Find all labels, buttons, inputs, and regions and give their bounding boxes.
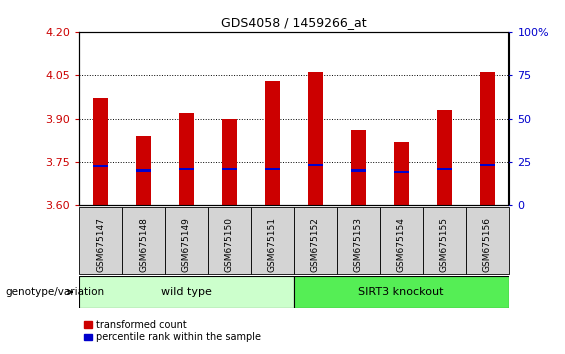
Bar [394,171,408,173]
Text: GSM675151: GSM675151 [268,217,277,272]
Bar [351,170,366,172]
Text: GSM675155: GSM675155 [440,217,449,272]
Text: GSM675154: GSM675154 [397,217,406,272]
Legend: transformed count, percentile rank within the sample: transformed count, percentile rank withi… [84,320,260,342]
Bar [179,168,194,170]
Bar [165,207,208,274]
Bar [437,168,451,170]
Bar [294,276,508,308]
Bar [308,164,323,166]
Bar [251,207,294,274]
Bar [480,72,494,205]
Bar [294,207,337,274]
Bar [79,207,122,274]
Text: GSM675147: GSM675147 [96,217,105,272]
Bar [380,207,423,274]
Bar [437,110,451,205]
Text: GSM675152: GSM675152 [311,217,320,272]
Bar [308,72,323,205]
Bar [222,168,237,170]
Text: GSM675148: GSM675148 [139,217,148,272]
Bar [136,170,151,172]
Bar [351,130,366,205]
Bar [480,164,494,166]
Bar [93,165,108,167]
Bar [337,207,380,274]
Text: SIRT3 knockout: SIRT3 knockout [358,287,444,297]
Bar [394,142,408,205]
Bar [466,207,509,274]
Bar [122,207,165,274]
Bar [265,168,280,170]
Text: GSM675153: GSM675153 [354,217,363,272]
Text: genotype/variation: genotype/variation [6,287,105,297]
Bar [136,136,151,205]
Bar [265,81,280,205]
Text: GSM675149: GSM675149 [182,217,191,272]
Bar [79,276,294,308]
Bar [423,207,466,274]
Text: wild type: wild type [161,287,212,297]
Bar [208,207,251,274]
Bar [93,98,108,205]
Text: GSM675150: GSM675150 [225,217,234,272]
Bar [179,113,194,205]
Bar [222,119,237,205]
Text: GSM675156: GSM675156 [483,217,492,272]
Title: GDS4058 / 1459266_at: GDS4058 / 1459266_at [221,16,367,29]
